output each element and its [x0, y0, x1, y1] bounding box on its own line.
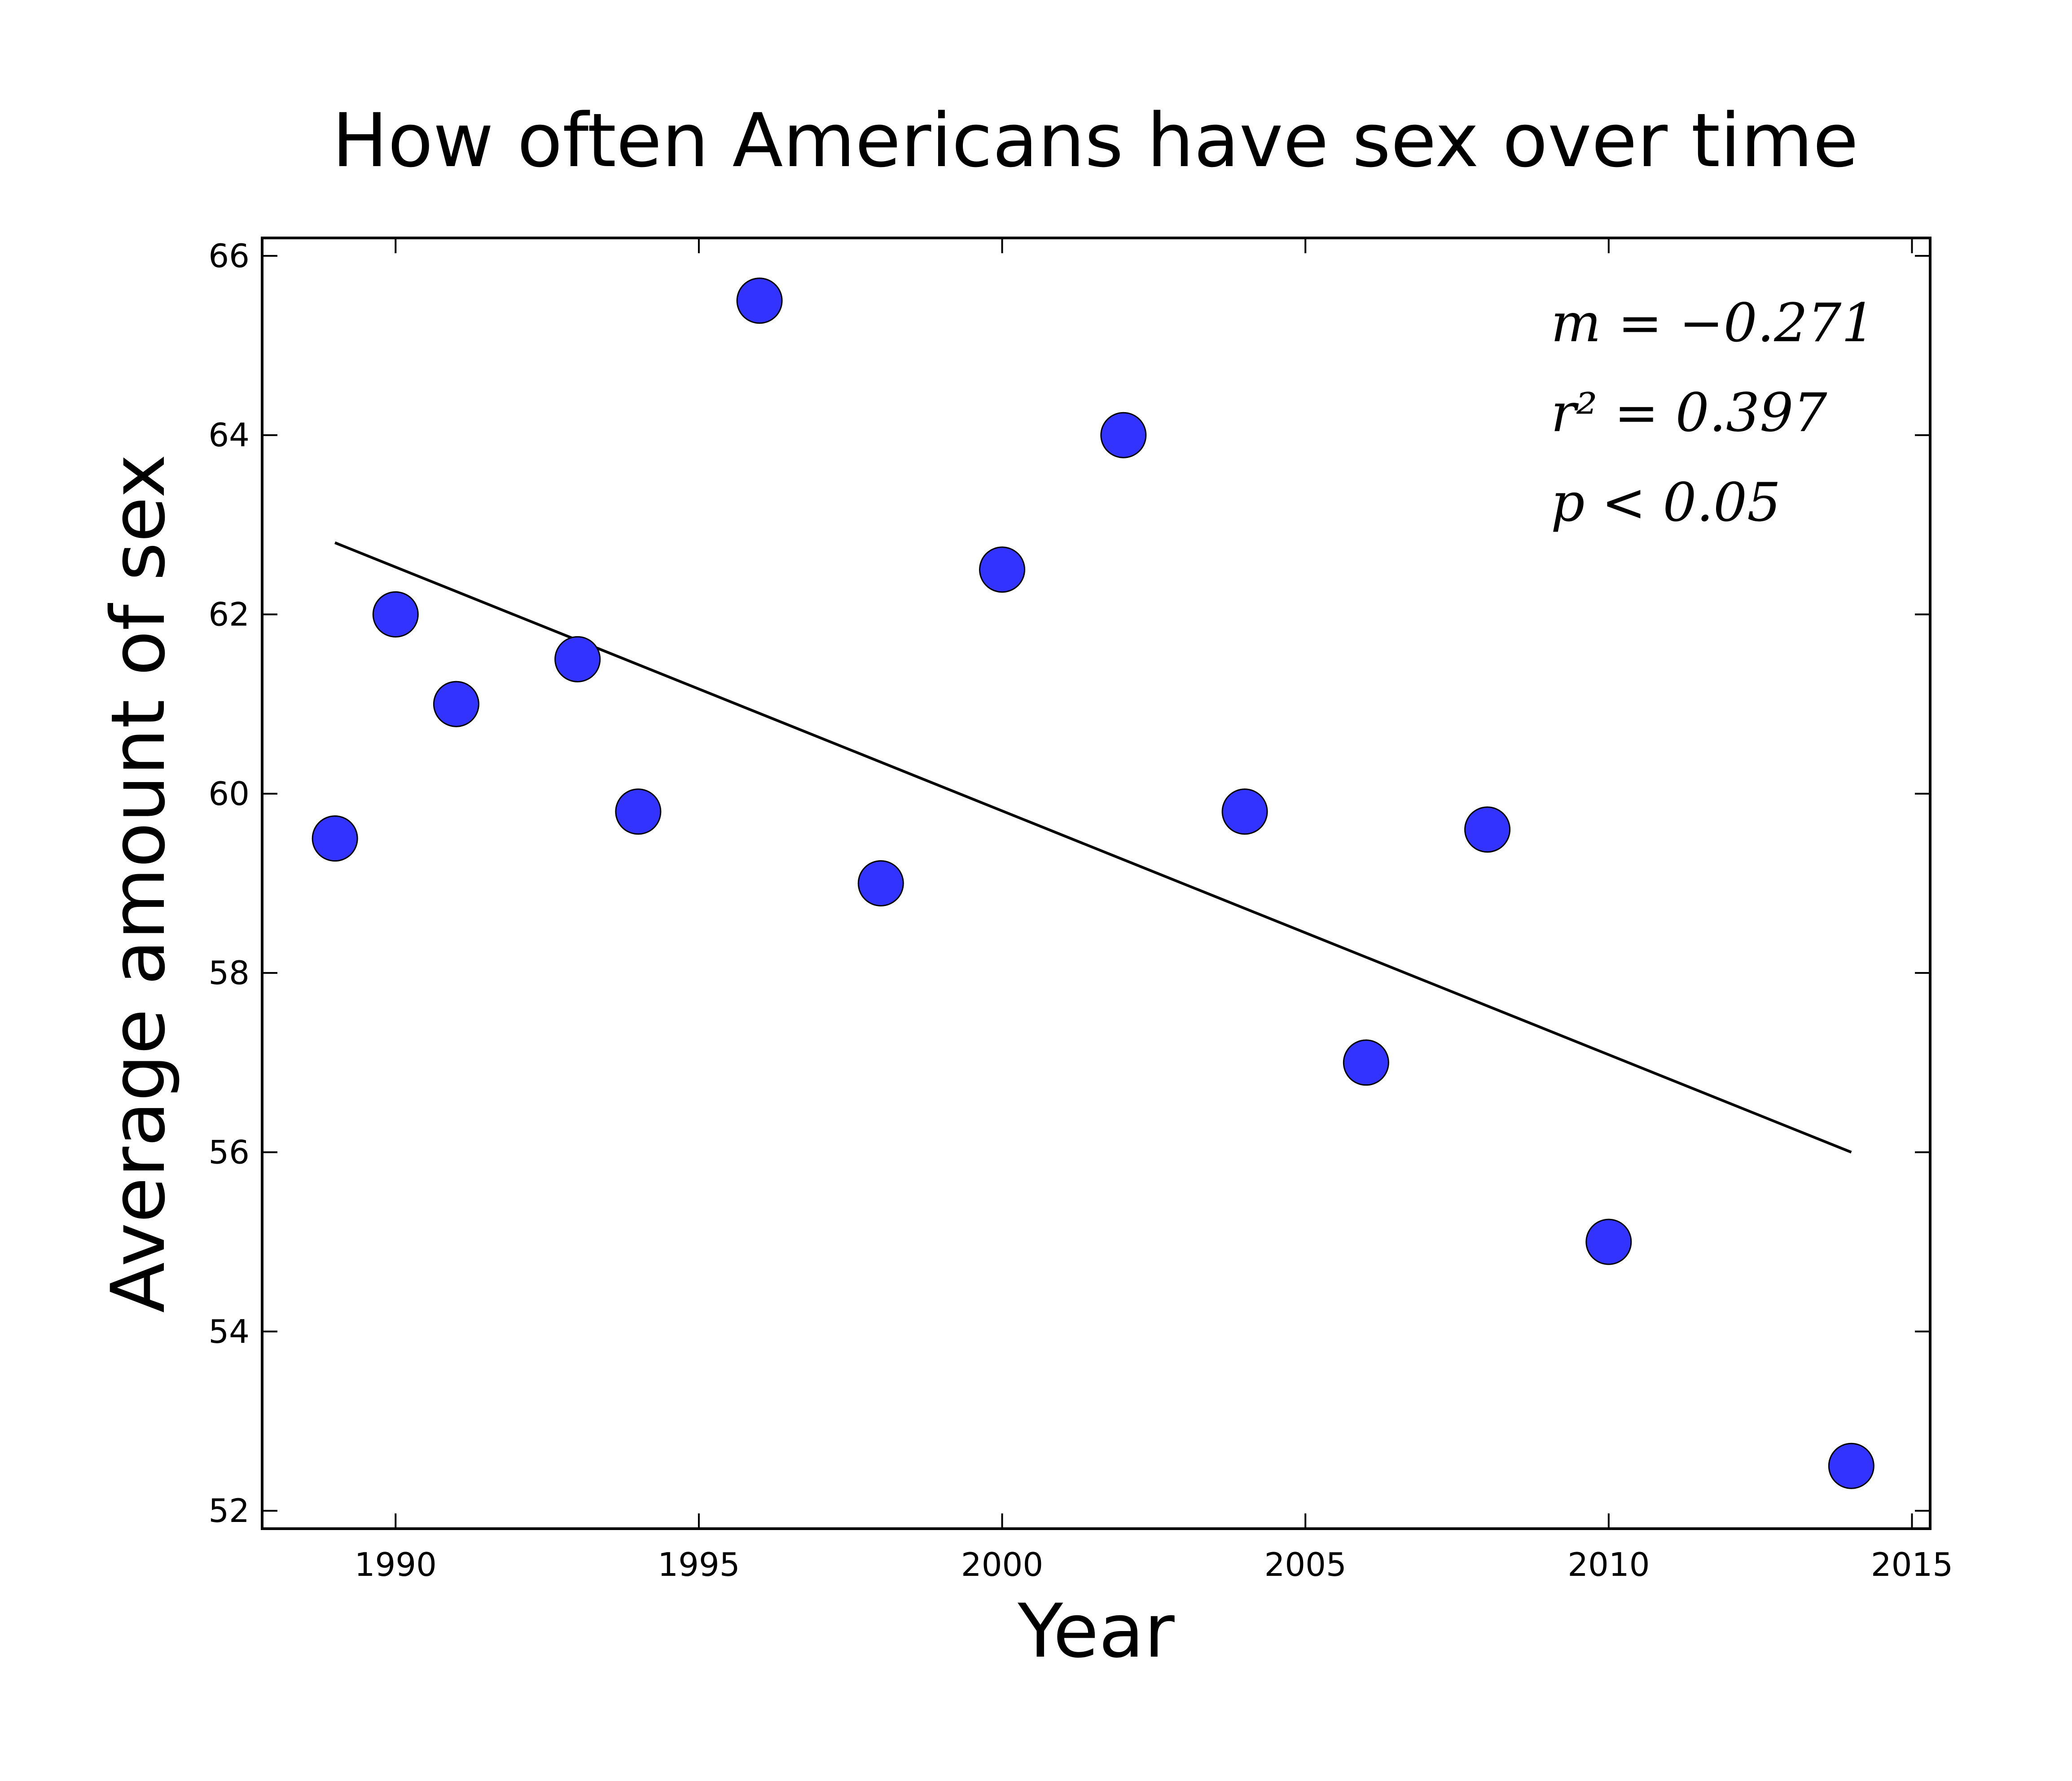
y-tick-label: 60: [208, 775, 250, 813]
data-point: [372, 591, 419, 638]
data-point: [857, 860, 904, 906]
data-point: [615, 788, 662, 835]
data-point: [736, 277, 783, 324]
annotation-r-squared: r² = 0.397: [1551, 382, 1827, 444]
y-tick-label: 64: [208, 416, 250, 454]
chart-title: How often Americans have sex over time: [332, 97, 1859, 184]
data-point: [554, 636, 601, 682]
y-tick-label: 58: [208, 954, 250, 992]
data-point: [1221, 788, 1268, 835]
data-point: [312, 815, 358, 862]
x-tick-label: 1995: [658, 1546, 740, 1583]
y-tick-label: 66: [208, 237, 250, 275]
y-tick-label: 62: [208, 596, 250, 633]
x-tick-label: 1990: [355, 1546, 437, 1583]
x-tick-label: 2005: [1264, 1546, 1347, 1583]
y-tick-label: 56: [208, 1133, 250, 1171]
y-tick-label: 52: [208, 1492, 250, 1530]
data-point: [1100, 412, 1147, 458]
plot-area-frame: [261, 237, 1932, 1530]
regression-line-group: [334, 541, 1852, 1154]
annotation-p-value: p < 0.05: [1551, 471, 1781, 533]
data-point: [1585, 1218, 1632, 1265]
x-tick-label: 2010: [1567, 1546, 1650, 1583]
annotation-slope: m = −0.271: [1551, 292, 1875, 354]
tick-labels: 1990 1995 2000 2005 2010 2015 52 54 56 58 60 62 64 66: [208, 237, 1953, 1583]
x-axis-label: Year: [1017, 1588, 1174, 1674]
regression-line: [334, 541, 1852, 1154]
data-point: [979, 546, 1026, 593]
data-point: [1828, 1442, 1874, 1489]
axis-ticks: [262, 238, 1930, 1529]
data-points: [312, 277, 1874, 1489]
data-point: [1464, 806, 1511, 853]
y-axis-label: Average amount of sex: [95, 454, 181, 1313]
x-tick-label: 2000: [961, 1546, 1043, 1583]
x-tick-label: 2015: [1871, 1546, 1953, 1583]
data-point: [433, 681, 479, 727]
y-tick-label: 54: [208, 1313, 250, 1350]
data-point: [1343, 1039, 1389, 1086]
